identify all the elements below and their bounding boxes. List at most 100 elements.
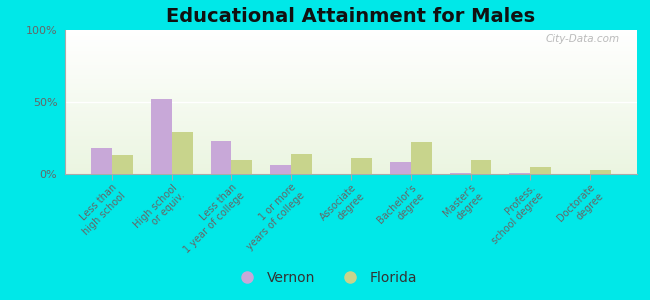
- Bar: [65, 119, 637, 120]
- Bar: [65, 127, 637, 128]
- Bar: [65, 121, 637, 122]
- Bar: [65, 59, 637, 60]
- Bar: [450, 172, 471, 174]
- Bar: [65, 57, 637, 58]
- Bar: [65, 89, 637, 90]
- Bar: [65, 144, 637, 145]
- Bar: [65, 106, 637, 107]
- Bar: [65, 128, 637, 129]
- Bar: [65, 162, 637, 163]
- Bar: [65, 109, 637, 110]
- Bar: [65, 112, 637, 113]
- Bar: [65, 117, 637, 118]
- Bar: [65, 100, 637, 101]
- Bar: [65, 165, 637, 166]
- Bar: [65, 156, 637, 157]
- Bar: [65, 55, 637, 56]
- Bar: [65, 133, 637, 134]
- Bar: [65, 132, 637, 133]
- Bar: [65, 84, 637, 85]
- Bar: [65, 111, 637, 112]
- Legend: Vernon, Florida: Vernon, Florida: [227, 265, 422, 290]
- Bar: [65, 104, 637, 105]
- Bar: [65, 51, 637, 52]
- Bar: [65, 103, 637, 104]
- Bar: [65, 92, 637, 93]
- Bar: [65, 141, 637, 142]
- Bar: [65, 168, 637, 169]
- Bar: [65, 99, 637, 100]
- Bar: [65, 44, 637, 45]
- Bar: [65, 114, 637, 115]
- Bar: [65, 64, 637, 65]
- Bar: [172, 132, 192, 174]
- Bar: [65, 82, 637, 83]
- Bar: [211, 141, 231, 174]
- Bar: [65, 78, 637, 79]
- Bar: [65, 75, 637, 76]
- Bar: [65, 35, 637, 36]
- Bar: [471, 160, 491, 174]
- Bar: [65, 172, 637, 173]
- Bar: [411, 142, 432, 174]
- Bar: [65, 150, 637, 151]
- Bar: [65, 74, 637, 75]
- Bar: [65, 41, 637, 42]
- Bar: [65, 38, 637, 39]
- Bar: [65, 154, 637, 155]
- Bar: [590, 170, 611, 174]
- Bar: [65, 81, 637, 82]
- Bar: [351, 158, 372, 174]
- Bar: [65, 36, 637, 37]
- Bar: [65, 123, 637, 124]
- Bar: [65, 131, 637, 132]
- Bar: [65, 137, 637, 138]
- Bar: [65, 105, 637, 106]
- Title: Educational Attainment for Males: Educational Attainment for Males: [166, 7, 536, 26]
- Bar: [65, 88, 637, 89]
- Bar: [65, 56, 637, 57]
- Bar: [65, 69, 637, 70]
- Bar: [390, 163, 411, 174]
- Bar: [65, 32, 637, 33]
- Bar: [65, 87, 637, 88]
- Bar: [65, 34, 637, 35]
- Bar: [65, 101, 637, 102]
- Bar: [65, 80, 637, 81]
- Bar: [65, 160, 637, 161]
- Bar: [65, 91, 637, 92]
- Bar: [65, 170, 637, 171]
- Bar: [91, 148, 112, 174]
- Bar: [65, 129, 637, 130]
- Bar: [65, 98, 637, 99]
- Bar: [65, 45, 637, 46]
- Bar: [65, 76, 637, 77]
- Bar: [65, 63, 637, 64]
- Bar: [65, 77, 637, 78]
- Bar: [65, 153, 637, 154]
- Bar: [65, 159, 637, 160]
- Bar: [65, 161, 637, 162]
- Bar: [65, 71, 637, 72]
- Bar: [65, 30, 637, 31]
- Bar: [65, 102, 637, 103]
- Bar: [65, 143, 637, 144]
- Bar: [65, 62, 637, 63]
- Bar: [65, 138, 637, 139]
- Bar: [65, 96, 637, 97]
- Bar: [65, 139, 637, 140]
- Bar: [65, 122, 637, 123]
- Bar: [65, 126, 637, 127]
- Bar: [65, 95, 637, 96]
- Bar: [65, 83, 637, 84]
- Bar: [231, 160, 252, 174]
- Bar: [65, 72, 637, 73]
- Bar: [65, 85, 637, 86]
- Bar: [65, 166, 637, 167]
- Bar: [65, 43, 637, 44]
- Bar: [65, 163, 637, 164]
- Bar: [65, 108, 637, 109]
- Bar: [65, 79, 637, 80]
- Bar: [291, 154, 312, 174]
- Bar: [65, 152, 637, 153]
